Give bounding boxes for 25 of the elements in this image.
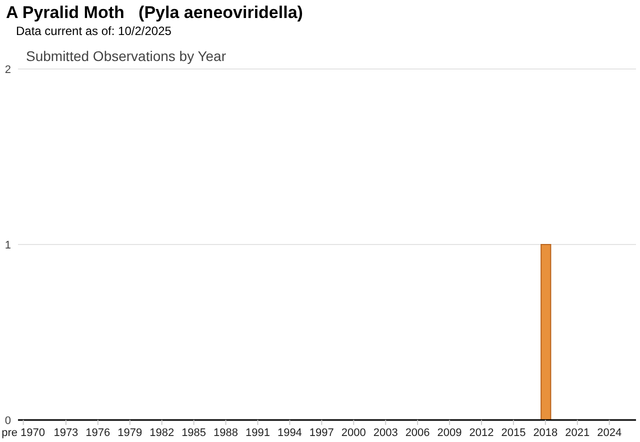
x-tick-label: 2006: [405, 427, 430, 439]
y-tick-label: 1: [4, 240, 11, 252]
x-tick-label: 2003: [373, 427, 398, 439]
x-tick-label: 2012: [469, 427, 494, 439]
y-tick-label: 0: [4, 415, 11, 427]
x-tick-label: 2009: [437, 427, 462, 439]
x-tick-label: 1991: [246, 427, 270, 439]
x-tick-label: 1988: [214, 427, 238, 439]
x-tick-label: 1985: [182, 427, 206, 439]
x-tick-label: 2018: [533, 427, 558, 439]
text: Submitted Observations by Year: [26, 48, 226, 65]
x-tick-label: 1976: [86, 427, 110, 439]
x-tick-label: 1973: [54, 427, 78, 439]
x-tick-label: 1994: [277, 427, 302, 439]
x-tick-label: 2024: [597, 427, 622, 439]
x-tick-label: 1979: [118, 427, 142, 439]
chart-subtitle: Data current as of: 10/2/2025: [16, 24, 172, 39]
x-tick-label: 2015: [501, 427, 526, 439]
x-tick-label: 1997: [309, 427, 334, 439]
x-tick-label: 2021: [565, 427, 590, 439]
x-tick-label: 2000: [341, 427, 366, 439]
x-tick-label: pre 1970: [2, 427, 46, 439]
x-tick-label: 1982: [150, 427, 174, 439]
chart-title: A Pyralid Moth (Pyla aeneoviridella): [6, 3, 303, 23]
y-tick-label: 2: [4, 64, 11, 76]
